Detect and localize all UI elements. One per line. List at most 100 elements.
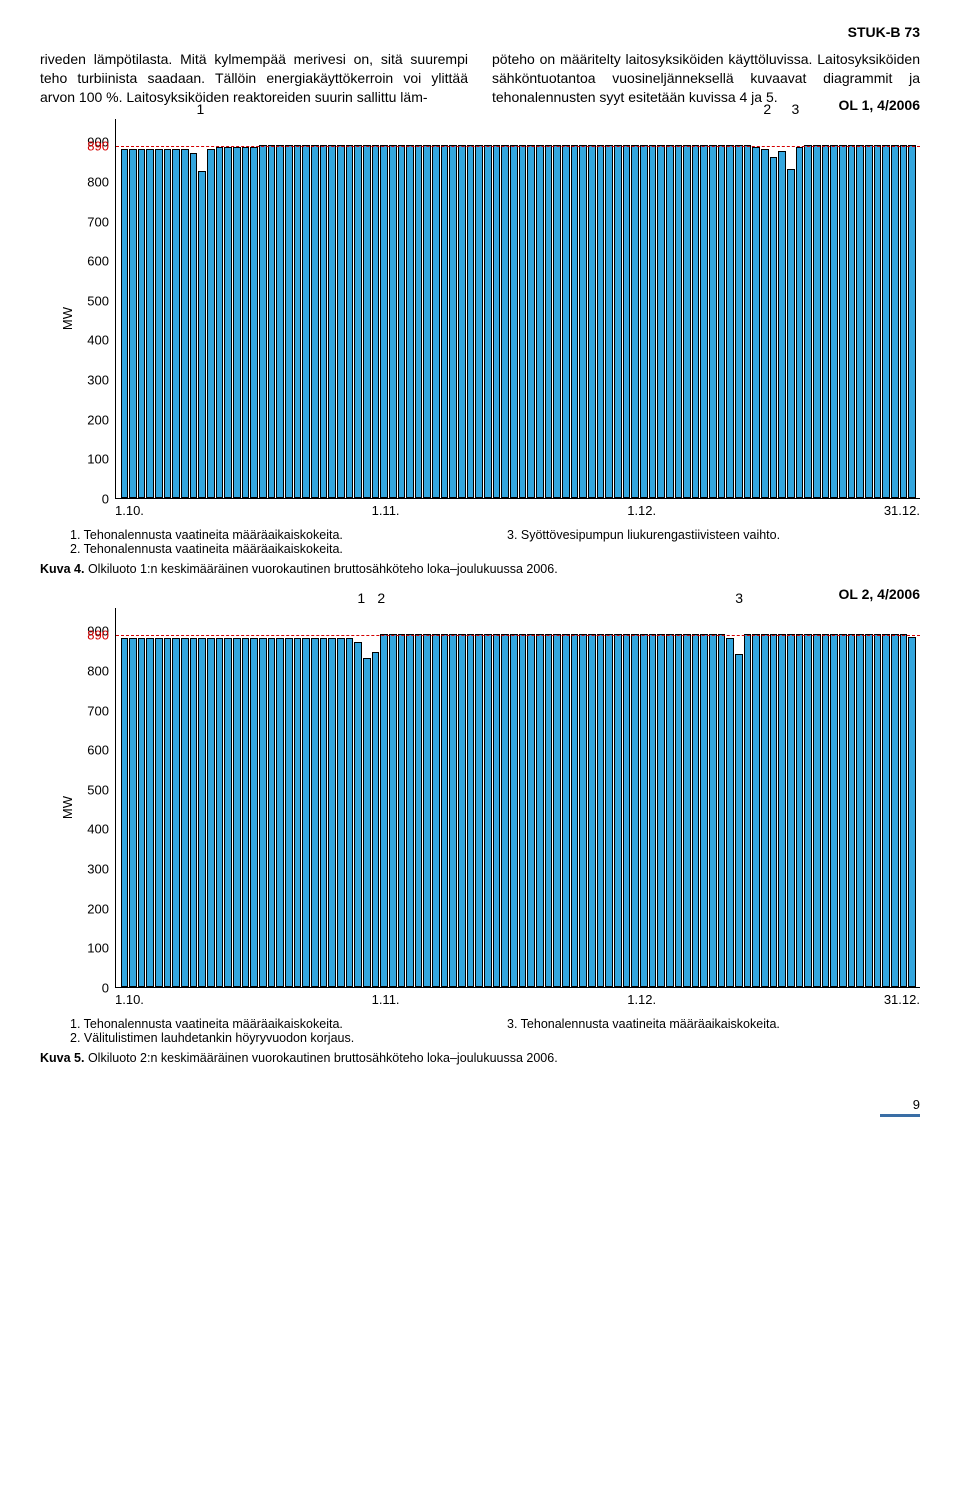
bar: [328, 638, 336, 986]
bar: [718, 145, 726, 497]
bar: [406, 634, 414, 986]
bar: [605, 145, 613, 497]
bar: [579, 634, 587, 986]
bar: [709, 145, 717, 497]
bar: [458, 634, 466, 986]
bar: [882, 634, 890, 986]
chart-ol1: MW 9008007006005004003002001000890 OL 1,…: [40, 119, 920, 576]
bar: [337, 638, 345, 986]
chart1-caption-bold: Kuva 4.: [40, 562, 84, 576]
bar: [778, 634, 786, 986]
bar: [207, 638, 215, 986]
bar: [146, 638, 154, 986]
chart2-caption-bold: Kuva 5.: [40, 1051, 84, 1065]
bar: [579, 145, 587, 497]
report-id: STUK-B 73: [40, 24, 920, 40]
chart1-notes: 1. Tehonalennusta vaatineita määräaikais…: [70, 528, 920, 556]
bar: [467, 145, 475, 497]
bar: [146, 149, 154, 497]
bar: [709, 634, 717, 986]
bar: [363, 658, 371, 987]
bar: [406, 145, 414, 497]
xtick: 31.12.: [884, 503, 920, 518]
bar: [649, 634, 657, 986]
ytick: 0: [102, 980, 109, 995]
bar: [770, 157, 778, 497]
chart1-plot: 123: [115, 119, 920, 499]
bar: [666, 145, 674, 497]
bar: [666, 634, 674, 986]
ytick: 700: [87, 214, 109, 229]
bar: [259, 145, 267, 497]
bar: [804, 145, 812, 497]
bar: [233, 638, 241, 986]
bar: [311, 145, 319, 497]
bar: [726, 145, 734, 497]
bar: [675, 634, 683, 986]
chart2-yaxis: 9008007006005004003002001000890: [75, 608, 115, 988]
bar: [346, 638, 354, 986]
bar: [553, 145, 561, 497]
ytick: 400: [87, 822, 109, 837]
bar: [276, 145, 284, 497]
chart1-yaxis: 9008007006005004003002001000890: [75, 119, 115, 499]
chart2-bars: [116, 608, 920, 987]
bar: [346, 145, 354, 497]
note-line: 2. Tehonalennusta vaatineita määräaikais…: [70, 542, 483, 556]
bar: [268, 145, 276, 497]
bar: [527, 145, 535, 497]
bar: [380, 634, 388, 986]
chart2-title: OL 2, 4/2006: [839, 586, 920, 602]
bar: [614, 634, 622, 986]
note-line: 3. Tehonalennusta vaatineita määräaikais…: [507, 1017, 920, 1031]
bar: [398, 145, 406, 497]
bar: [761, 149, 769, 497]
bar: [605, 634, 613, 986]
bar: [718, 634, 726, 986]
bar: [250, 147, 258, 497]
bar: [848, 145, 856, 497]
bar: [597, 145, 605, 497]
bar: [545, 634, 553, 986]
bar: [804, 634, 812, 986]
bar: [164, 149, 172, 497]
bar: [121, 638, 129, 986]
bar: [865, 145, 873, 497]
bar: [752, 634, 760, 986]
ytick: 400: [87, 333, 109, 348]
bar: [415, 145, 423, 497]
bar: [198, 171, 206, 498]
bar: [700, 634, 708, 986]
ytick: 600: [87, 743, 109, 758]
annotation-label: 1: [197, 101, 205, 117]
bar: [562, 634, 570, 986]
bar: [432, 145, 440, 497]
bar: [510, 634, 518, 986]
bar: [181, 149, 189, 497]
ytick: 800: [87, 175, 109, 190]
bar: [389, 145, 397, 497]
chart2-plot: 123: [115, 608, 920, 988]
bar: [675, 145, 683, 497]
bar: [224, 638, 232, 986]
bar: [562, 145, 570, 497]
bar: [545, 145, 553, 497]
bar: [692, 634, 700, 986]
bar: [882, 145, 890, 497]
bar: [216, 638, 224, 986]
chart2-caption: Kuva 5. Olkiluoto 2:n keskimääräinen vuo…: [40, 1051, 920, 1065]
bar: [423, 145, 431, 497]
bar: [735, 145, 743, 497]
bar: [233, 147, 241, 497]
ytick: 100: [87, 941, 109, 956]
bar: [908, 637, 916, 987]
bar: [510, 145, 518, 497]
bar: [536, 634, 544, 986]
bar: [839, 145, 847, 497]
bar: [752, 147, 760, 497]
page-number: 9: [40, 1097, 920, 1112]
bar: [198, 638, 206, 986]
chart2-notes-left: 1. Tehonalennusta vaatineita määräaikais…: [70, 1017, 483, 1045]
chart1-ylabel: MW: [58, 307, 75, 330]
note-line: 2. Välitulistimen lauhdetankin höyryvuod…: [70, 1031, 483, 1045]
